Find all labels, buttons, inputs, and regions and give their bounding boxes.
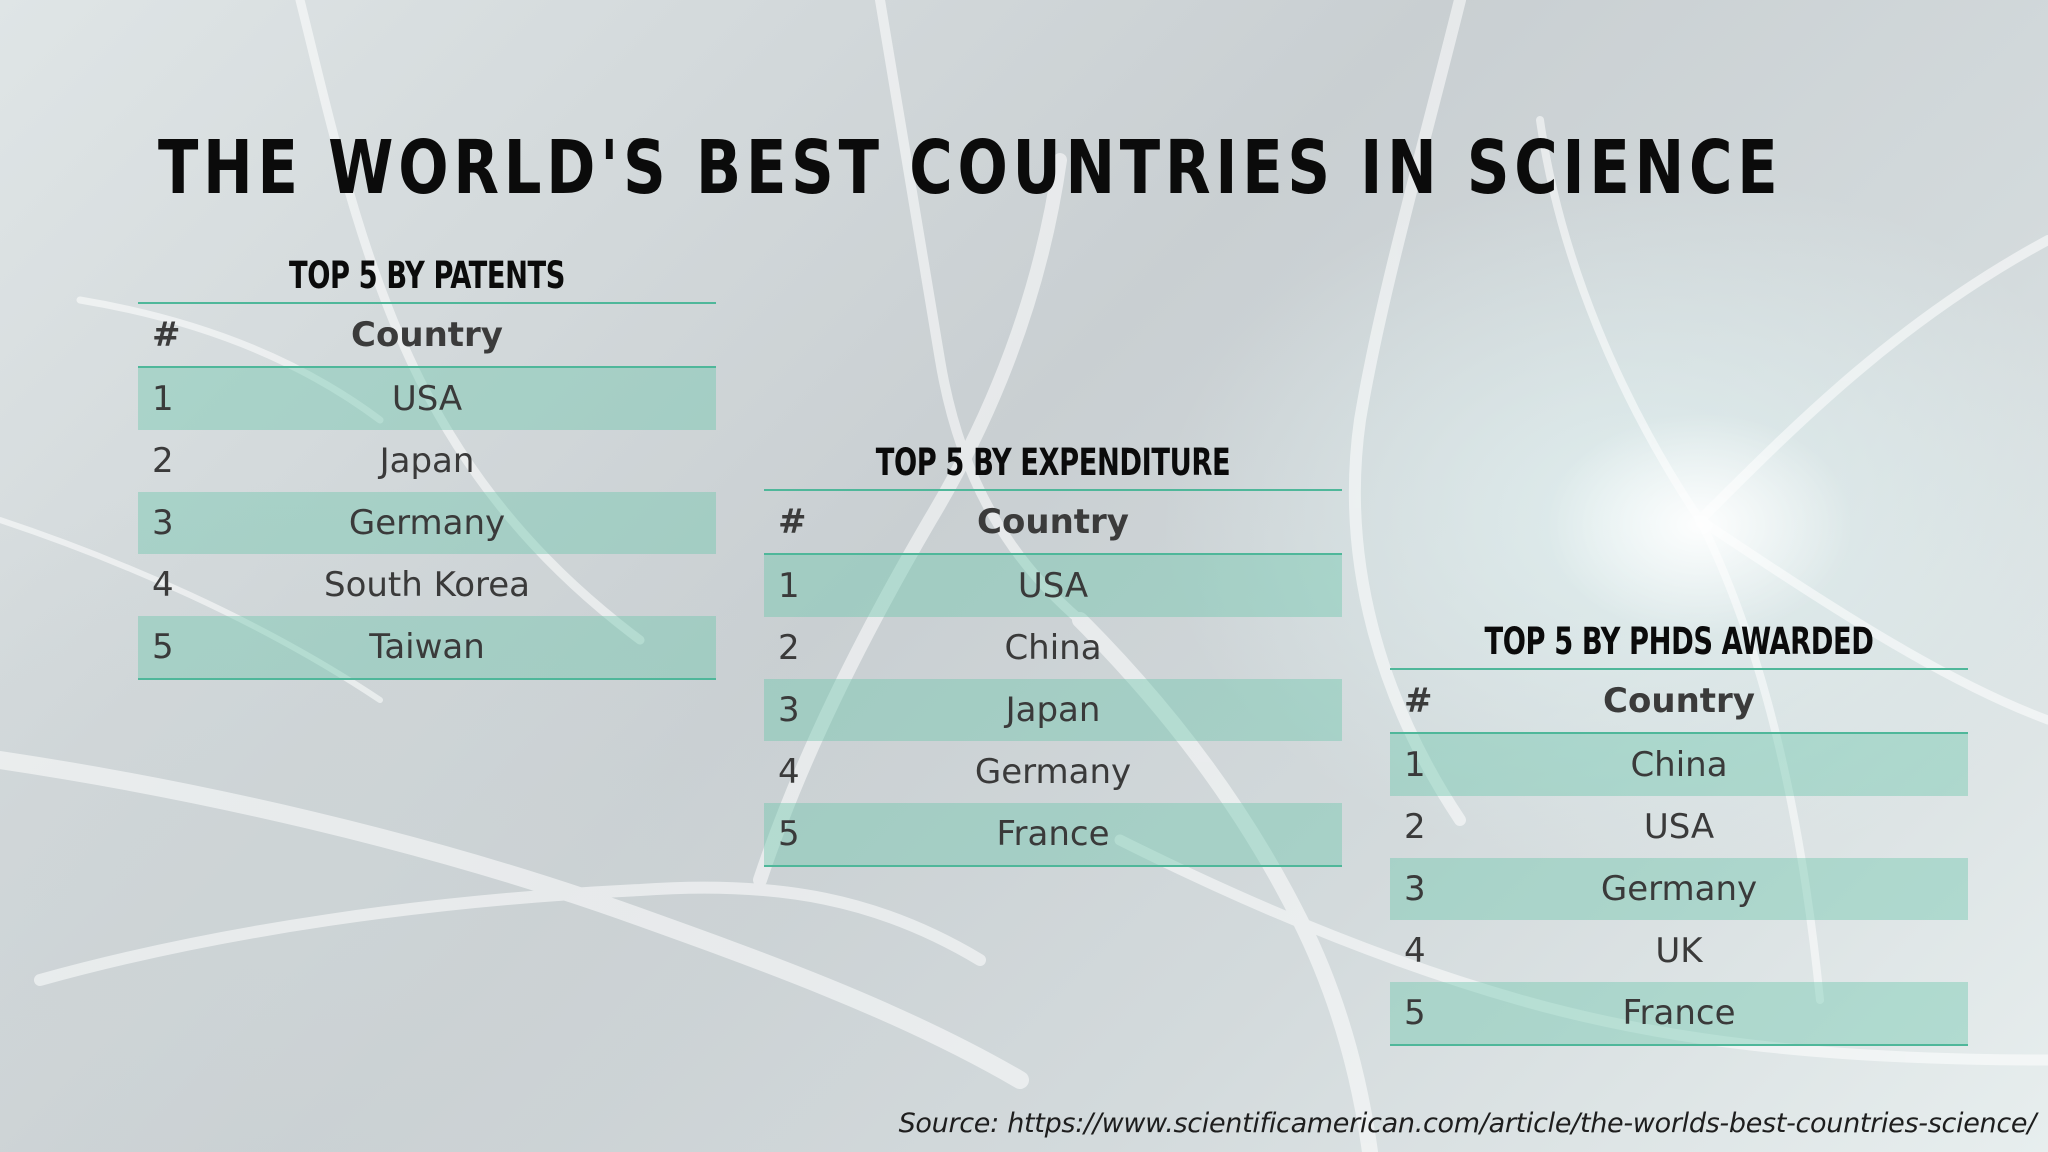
country-cell: France [996,814,1110,854]
country-cell: Germany [1600,869,1758,909]
table-row: 1 China [1390,734,1968,796]
country-column-header: Country [1603,681,1755,721]
country-cell: Japan [1005,690,1101,730]
rank-cell: 3 [152,503,174,543]
country-cell: USA [1643,807,1715,847]
table-row: 2 Japan [138,430,716,492]
table-header-row: # Country [138,304,716,368]
rank-column-header: # [1404,681,1433,721]
country-cell: China [1630,745,1728,785]
rank-cell: 5 [152,627,174,667]
table-header-row: # Country [1390,670,1968,734]
table-row: 4 UK [1390,920,1968,982]
country-cell: Japan [379,441,475,481]
table-expenditure: TOP 5 BY EXPENDITURE # Country 1 USA 2 C… [764,437,1342,867]
rank-column-header: # [778,502,807,542]
page-title: THE WORLD'S BEST COUNTRIES IN SCIENCE [158,125,1783,211]
country-cell: South Korea [323,565,530,605]
country-column-header: Country [977,502,1129,542]
table-title-patents: TOP 5 BY PATENTS [288,254,566,297]
table-row: 4 South Korea [138,554,716,616]
table-row: 5 France [1390,982,1968,1044]
table-row: 2 China [764,617,1342,679]
source-citation: Source: https://www.scientificamerican.c… [898,1108,2037,1139]
rank-cell: 3 [778,690,800,730]
country-cell: China [1004,628,1102,668]
country-cell: UK [1655,931,1703,971]
rank-cell: 2 [152,441,174,481]
rank-cell: 4 [778,752,800,792]
country-cell: USA [391,379,463,419]
country-cell: Germany [348,503,506,543]
table-phds-awarded: TOP 5 BY PHDS AWARDED # Country 1 China … [1390,616,1968,1046]
table-row: 3 Japan [764,679,1342,741]
phds-awarded-table: # Country 1 China 2 USA 3 Germany 4 UK 5… [1390,668,1968,1046]
table-row: 3 Germany [138,492,716,554]
expenditure-table: # Country 1 USA 2 China 3 Japan 4 German… [764,489,1342,867]
rank-cell: 2 [778,628,800,668]
rank-column-header: # [152,315,181,355]
table-row: 5 France [764,803,1342,865]
table-row: 2 USA [1390,796,1968,858]
table-row: 1 USA [764,555,1342,617]
country-cell: France [1622,993,1736,1033]
rank-cell: 4 [1404,931,1426,971]
rank-cell: 4 [152,565,174,605]
table-title-expenditure: TOP 5 BY EXPENDITURE [875,441,1231,484]
patents-table: # Country 1 USA 2 Japan 3 Germany 4 Sout… [138,302,716,680]
country-cell: Taiwan [369,627,485,667]
table-header-row: # Country [764,491,1342,555]
rank-cell: 5 [1404,993,1426,1033]
rank-cell: 2 [1404,807,1426,847]
country-cell: Germany [974,752,1132,792]
table-row: 1 USA [138,368,716,430]
country-column-header: Country [351,315,503,355]
table-row: 3 Germany [1390,858,1968,920]
table-patents: TOP 5 BY PATENTS # Country 1 USA 2 Japan… [138,250,716,680]
country-cell: USA [1017,566,1089,606]
rank-cell: 3 [1404,869,1426,909]
rank-cell: 1 [1404,745,1426,785]
source-link[interactable]: https://www.scientificamerican.com/artic… [1007,1108,2036,1139]
table-title-phds-awarded: TOP 5 BY PHDS AWARDED [1484,620,1874,663]
source-label: Source: [898,1108,1000,1139]
rank-cell: 5 [778,814,800,854]
table-row: 5 Taiwan [138,616,716,678]
rank-cell: 1 [152,379,174,419]
table-row: 4 Germany [764,741,1342,803]
rank-cell: 1 [778,566,800,606]
